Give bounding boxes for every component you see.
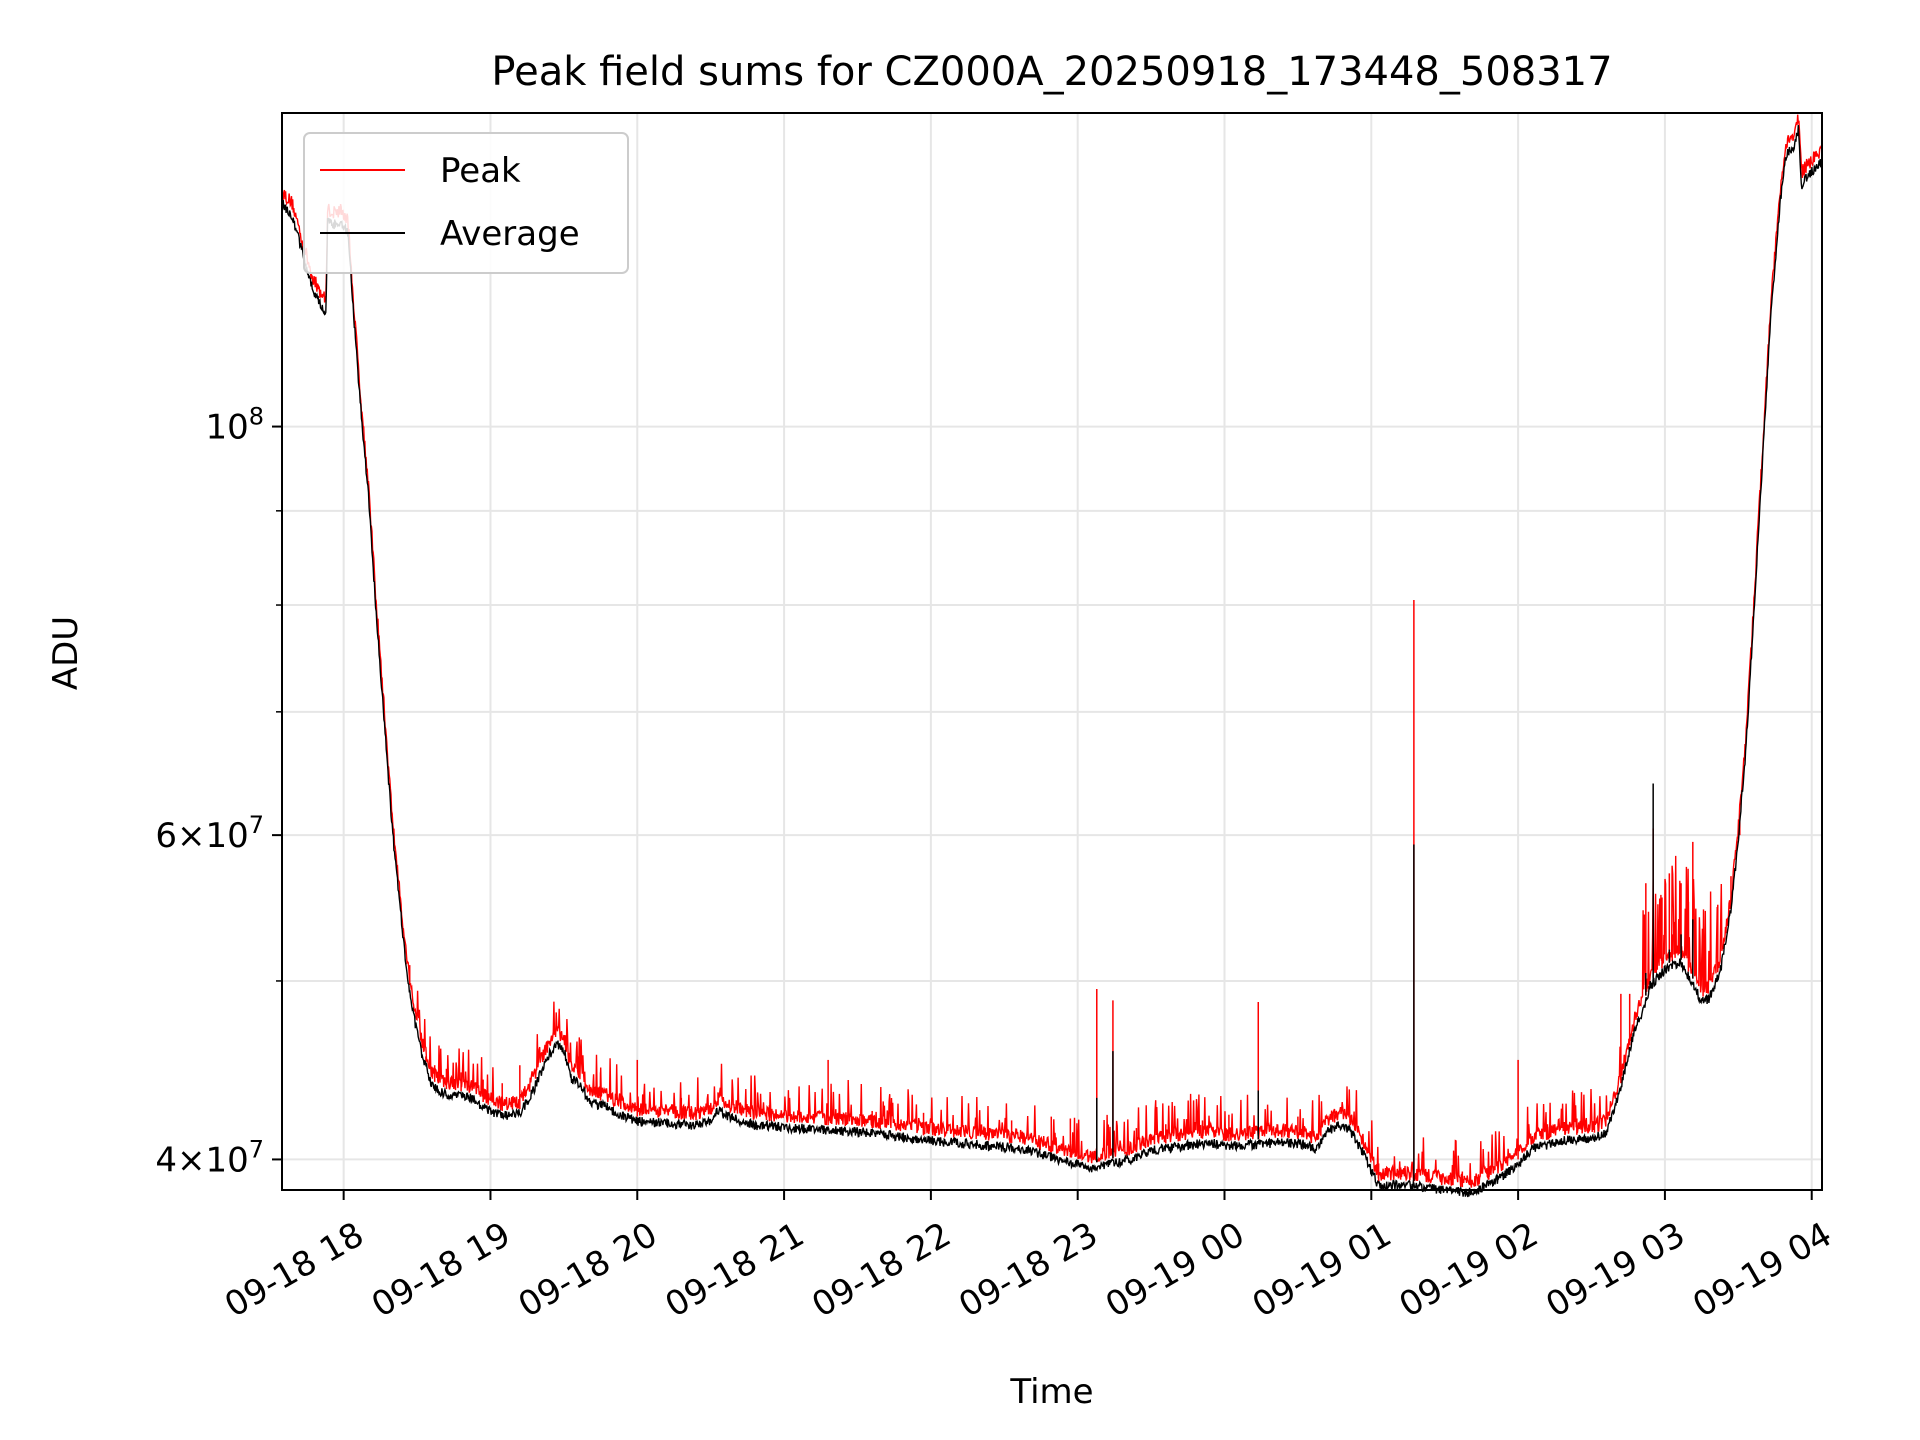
y-axis: 4×107 6×107 108: [155, 403, 282, 1180]
axes-frame: [281, 112, 1823, 1191]
legend-peak-label: Peak: [440, 151, 521, 191]
y-axis-label: ADU: [46, 616, 86, 690]
legend-average-label: Average: [440, 214, 580, 254]
legend: Peak Average: [303, 132, 629, 274]
x-axis-label: Time: [1009, 1372, 1093, 1412]
grid: [282, 113, 1822, 1190]
average-series-line: [281, 125, 1823, 1198]
y-tick-label: 108: [205, 403, 264, 448]
legend-box: [303, 132, 629, 274]
plot-area: [281, 114, 1823, 1198]
chart-title: Peak field sums for CZ000A_20250918_1734…: [491, 49, 1612, 95]
y-tick-label: 6×107: [155, 811, 264, 856]
y-tick-label: 4×107: [155, 1135, 264, 1180]
